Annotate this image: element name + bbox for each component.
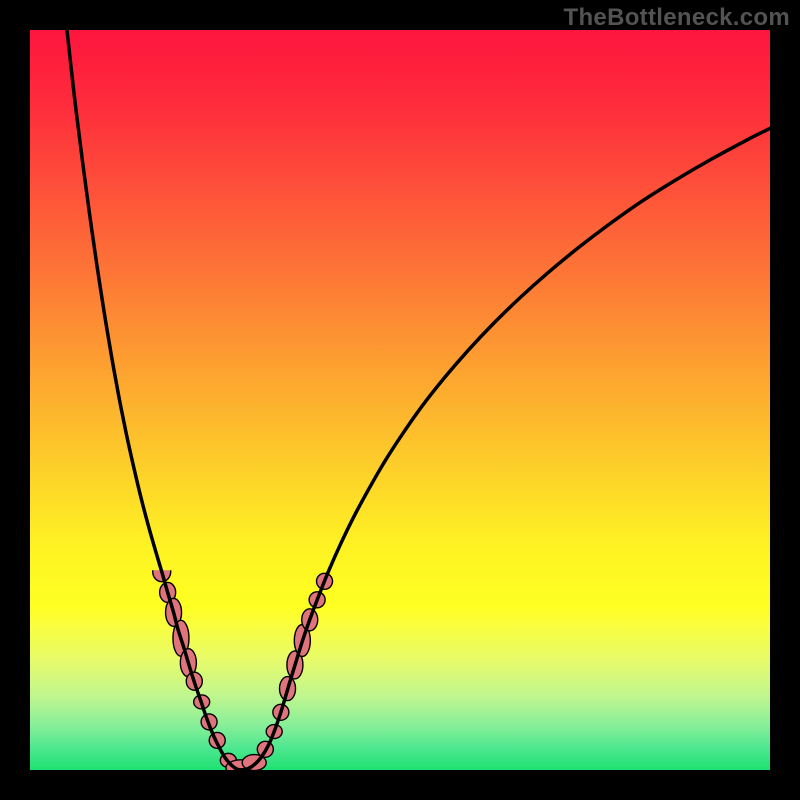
chart-container: TheBottleneck.com <box>0 0 800 800</box>
plot-background <box>30 30 770 770</box>
watermark-text: TheBottleneck.com <box>564 4 790 32</box>
bottleneck-chart <box>30 30 770 770</box>
